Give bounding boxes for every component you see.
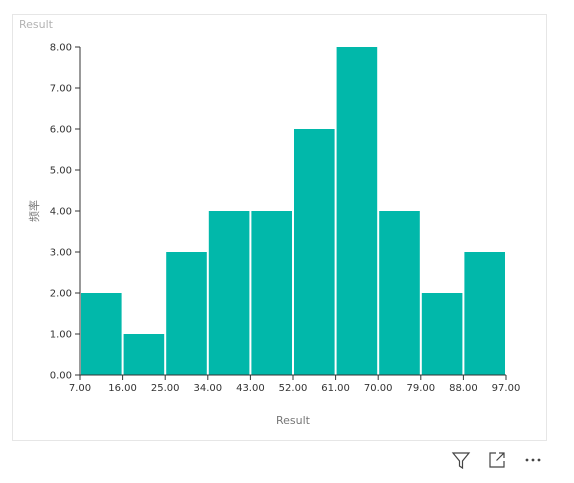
filter-button[interactable] [448,449,474,471]
focus-mode-icon [489,452,505,468]
histogram-bar[interactable] [81,293,122,375]
y-tick-label: 8.00 [50,43,72,54]
y-tick-label: 4.00 [50,207,72,218]
filter-icon [451,452,471,470]
x-tick-label: 97.00 [492,383,521,394]
x-axis-title: Result [276,414,311,427]
y-tick-label: 7.00 [50,84,72,95]
y-axis-title: 频率 [27,200,41,222]
y-axis: 0.00 1.00 2.00 3.00 4.00 5.00 6.00 7.00 8.00 [50,43,81,382]
x-tick-label: 70.00 [364,383,393,394]
more-options-icon [525,458,541,462]
bars-group [81,47,505,375]
x-axis: 7.00 16.00 25.00 34.00 43.00 52.00 61.00 70.00 7… [69,374,521,394]
histogram-bar[interactable] [379,211,420,375]
histogram-bar[interactable] [421,293,463,375]
y-tick-label: 2.00 [50,289,72,300]
y-tick-label: 1.00 [50,330,72,341]
y-tick-label: 5.00 [50,166,72,177]
y-tick-label: 3.00 [50,248,72,259]
x-tick-label: 52.00 [279,383,308,394]
x-tick-label: 7.00 [69,383,91,394]
y-tick-label: 6.00 [50,125,72,136]
visual-toolbar [448,449,546,471]
x-tick-label: 88.00 [449,383,478,394]
x-tick-label: 34.00 [193,383,222,394]
more-options-button[interactable] [520,449,546,471]
histogram-bar[interactable] [208,211,250,375]
histogram-bar[interactable] [464,252,505,375]
histogram-bar[interactable] [166,252,207,375]
focus-mode-button[interactable] [484,449,510,471]
visual-title: Result [19,18,53,31]
histogram-bar[interactable] [336,47,378,375]
x-tick-label: 25.00 [151,383,180,394]
y-tick-label: 0.00 [50,371,72,382]
x-tick-label: 61.00 [321,383,350,394]
histogram-bar[interactable] [251,211,292,375]
x-tick-label: 16.00 [108,383,137,394]
x-tick-label: 79.00 [406,383,435,394]
histogram-bar[interactable] [123,334,165,375]
x-tick-label: 43.00 [236,383,265,394]
histogram-bar[interactable] [294,129,335,375]
